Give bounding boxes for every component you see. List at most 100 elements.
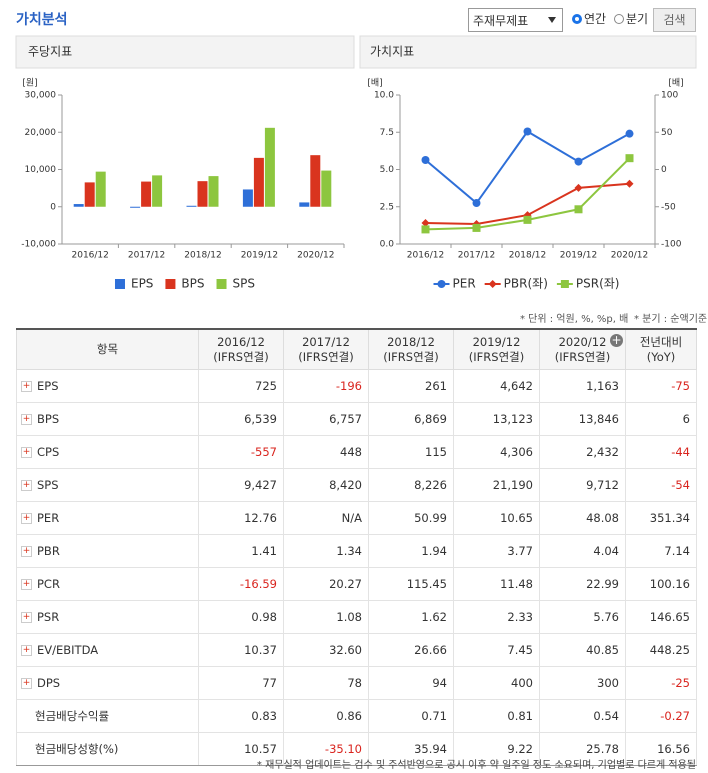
cell-value: 22.99: [586, 577, 619, 591]
cell-value: 35.94: [414, 742, 447, 756]
expand-icon[interactable]: +: [21, 381, 32, 392]
cell-value: 0.83: [251, 709, 277, 723]
cell-value: 4.04: [593, 544, 619, 558]
cell-value: 7.14: [664, 544, 690, 558]
radio-annual[interactable]: 연간: [572, 10, 606, 27]
panel-header: [15, 35, 355, 69]
row-label: BPS: [37, 412, 60, 426]
y2-tick-label: 0: [661, 165, 667, 175]
header-cell: 2017/12 (IFRS연결): [283, 328, 369, 370]
report-select[interactable]: 주재무제표: [468, 8, 563, 32]
x-tick-label: 2016/12: [72, 251, 109, 261]
expand-icon[interactable]: +: [21, 678, 32, 689]
cell-value: 1.08: [336, 610, 362, 624]
marker: [625, 154, 634, 163]
header-text: (IFRS연결): [468, 349, 525, 364]
label-cell: 현금배당성향(%): [16, 732, 199, 766]
row-label: EPS: [37, 379, 59, 393]
marker: [574, 183, 583, 192]
x-tick-label: 2018/12: [184, 251, 221, 261]
header-text: (IFRS연결): [554, 349, 611, 364]
value-cell: 6: [625, 402, 697, 436]
table-row: + EPS 725 -196 261 4,642 1,163 -75: [16, 369, 697, 403]
cell-value: 12.76: [244, 511, 277, 525]
x-tick-label: 2017/12: [458, 251, 495, 261]
value-cell: 725: [198, 369, 284, 403]
row-label: PER: [37, 511, 60, 525]
cell-value: 115.45: [406, 577, 447, 591]
marker: [625, 179, 634, 188]
header-text: (IFRS연결): [383, 349, 439, 364]
value-cell: 1.41: [198, 534, 284, 568]
y-tick-label: 2.5: [380, 202, 394, 212]
value-cell: 115: [368, 435, 454, 469]
x-tick-label: 2020/12: [297, 251, 334, 261]
search-button[interactable]: 검색: [653, 8, 696, 32]
value-cell: 6,869: [368, 402, 454, 436]
x-tick-label: 2018/12: [509, 251, 546, 261]
x-tick-label: 2019/12: [241, 251, 278, 261]
cell-value: 115: [425, 445, 447, 459]
marker: [574, 205, 583, 214]
row-label: PBR: [37, 544, 60, 558]
y2-tick-label: -50: [661, 202, 676, 212]
panel-header: [359, 35, 697, 69]
value-cell: 5.76: [539, 600, 626, 634]
header-expand-icon[interactable]: +: [610, 333, 623, 347]
panel-title: 가치지표: [370, 45, 414, 59]
cell-value: -35.10: [324, 742, 362, 756]
header-text: 2018/12: [387, 334, 435, 349]
y-axis-label: [배]: [367, 78, 382, 89]
value-cell: 21,190: [453, 468, 540, 502]
value-cell: 13,846: [539, 402, 626, 436]
radio-quarter[interactable]: 분기: [614, 10, 648, 27]
value-cell: 0.86: [283, 699, 369, 733]
legend-label: BPS: [181, 277, 204, 291]
header-text: 2019/12: [472, 334, 521, 349]
value-cell: 1.94: [368, 534, 454, 568]
marker: [523, 127, 532, 136]
cell-value: 2,432: [586, 445, 619, 459]
expand-icon[interactable]: +: [21, 513, 32, 524]
value-cell: 0.98: [198, 600, 284, 634]
cell-value: 1,163: [586, 379, 619, 393]
table-row: + PBR 1.41 1.34 1.94 3.77 4.04 7.14: [16, 534, 697, 568]
bar: [130, 206, 141, 208]
row-label: EV/EBITDA: [37, 643, 99, 657]
y2-tick-label: 50: [661, 128, 673, 138]
cell-value: 78: [347, 676, 362, 690]
expand-icon[interactable]: +: [21, 612, 32, 623]
value-cell: 115.45: [368, 567, 454, 601]
cell-value: 10.65: [500, 511, 533, 525]
value-cell: 8,226: [368, 468, 454, 502]
value-cell: 11.48: [453, 567, 540, 601]
label-cell: + BPS: [16, 402, 199, 436]
bar: [208, 176, 219, 207]
bar: [242, 189, 253, 207]
value-cell: 0.83: [198, 699, 284, 733]
expand-icon[interactable]: +: [21, 480, 32, 491]
expand-icon[interactable]: +: [21, 447, 32, 458]
label-cell: + CPS: [16, 435, 199, 469]
marker: [421, 155, 430, 164]
value-cell: 351.34: [625, 501, 697, 535]
row-label: 현금배당수익률: [35, 709, 110, 723]
marker: [421, 218, 430, 227]
value-cell: 100.16: [625, 567, 697, 601]
header-cell: 2016/12 (IFRS연결): [198, 328, 284, 370]
expand-icon[interactable]: +: [21, 645, 32, 656]
expand-icon[interactable]: +: [21, 546, 32, 557]
marker: [625, 129, 634, 138]
y2-tick-label: -100: [661, 240, 682, 250]
cell-value: -44: [671, 445, 690, 459]
expand-icon[interactable]: +: [21, 414, 32, 425]
header-text: (YoY): [646, 349, 676, 364]
value-cell: 25.78: [539, 732, 626, 766]
value-cell: 2.33: [453, 600, 540, 634]
table-row: + PER 12.76 N/A 50.99 10.65 48.08 351.34: [16, 501, 697, 535]
table-row: 현금배당수익률 0.83 0.86 0.71 0.81 0.54 -0.27: [16, 699, 697, 733]
value-cell: 48.08: [539, 501, 626, 535]
x-tick-label: 2019/12: [560, 251, 597, 261]
expand-icon[interactable]: +: [21, 579, 32, 590]
